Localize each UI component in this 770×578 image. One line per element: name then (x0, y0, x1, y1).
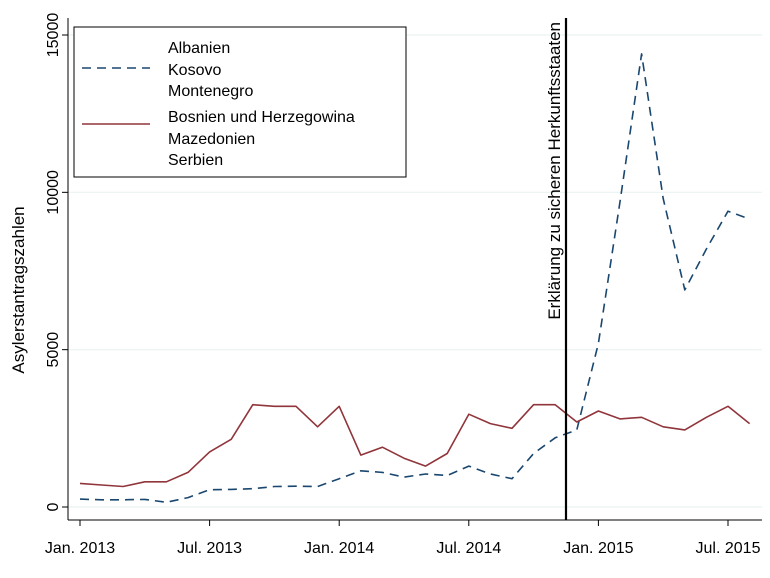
x-tick-label: Jul. 2014 (436, 540, 501, 557)
y-tick-label: 10000 (45, 170, 62, 215)
y-tick-label: 5000 (45, 332, 62, 368)
x-tick-label: Jan. 2014 (304, 540, 374, 557)
legend-label: Albanien (168, 40, 230, 57)
x-tick-label: Jan. 2013 (45, 540, 115, 557)
x-tick-label: Jan. 2015 (563, 540, 633, 557)
legend-label: Serbien (168, 152, 223, 169)
series-line-2 (79, 403, 751, 488)
x-tick-label: Jul. 2013 (177, 540, 242, 557)
policy-label: Erklärung zu sicheren Herkunftsstaaten (545, 22, 564, 320)
legend-label: Kosovo (168, 62, 221, 79)
legend-label: Montenegro (168, 83, 253, 100)
y-tick-label: 0 (45, 502, 62, 511)
y-axis-title: Asylerstantragszahlen (9, 206, 28, 373)
legend: Albanien Kosovo Montenegro Bosnien und Herz… (73, 26, 407, 178)
plot-area (67, 18, 762, 521)
x-tick-label: Jul. 2015 (696, 540, 761, 557)
series-line-1 (79, 53, 750, 504)
legend-label: Mazedonien (168, 131, 255, 148)
annotation-layer: Erklärung zu sicheren Herkunftsstaaten (545, 18, 568, 520)
x-axis-ticks: Jan. 2013 Jul. 2013 Jan. 2014 Jul. 2014 Jan.… (45, 520, 761, 557)
legend-box (73, 26, 407, 178)
y-tick-label: 15000 (45, 13, 62, 58)
y-axis-ticks: 0 5000 10000 15000 (45, 13, 68, 511)
legend-label: Bosnien und Herzegowina (168, 109, 355, 126)
series-layer (79, 53, 751, 504)
